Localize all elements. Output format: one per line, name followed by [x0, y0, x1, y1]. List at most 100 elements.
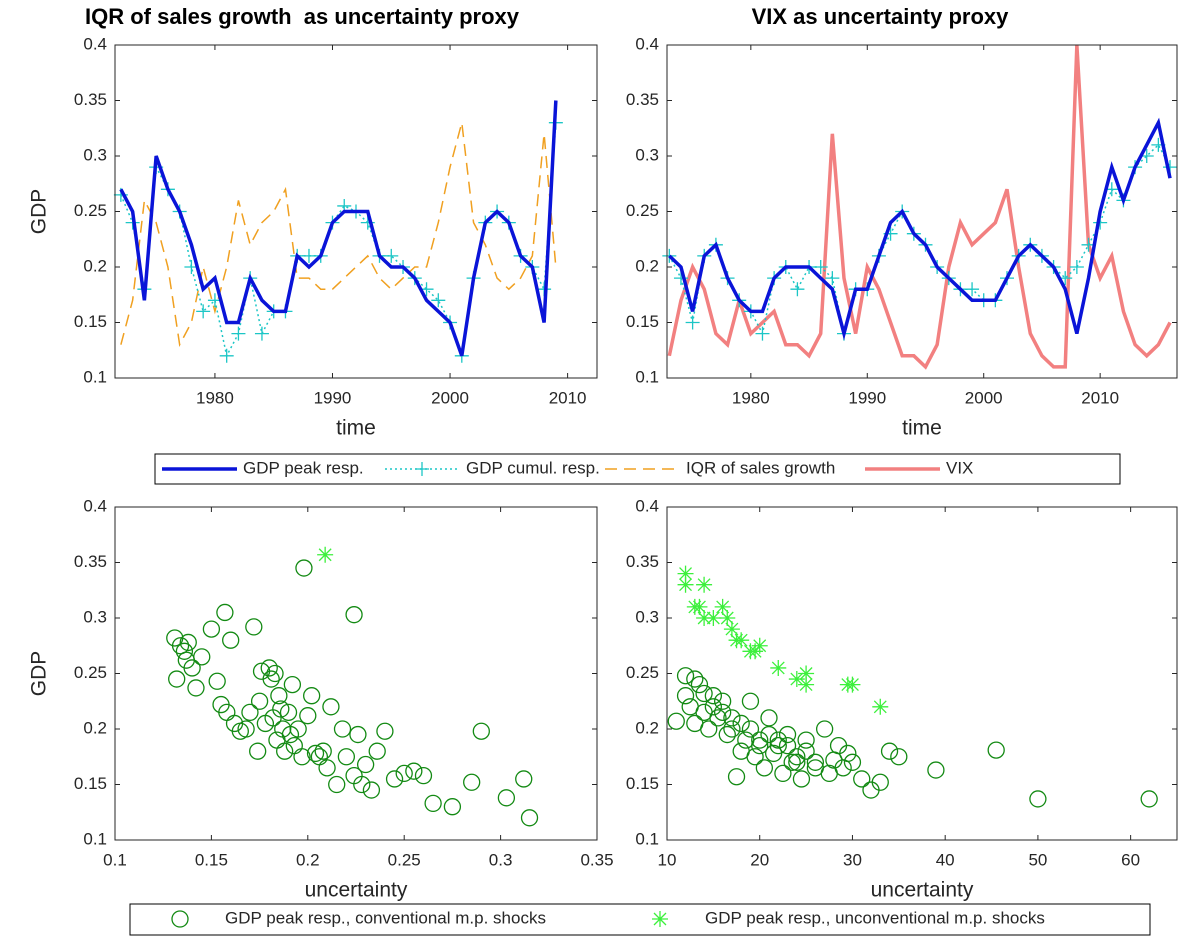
x-tick-label: 2000 [965, 388, 1003, 407]
y-tick-label: 0.15 [626, 774, 659, 793]
circle-marker [328, 775, 346, 794]
x-tick-label: 2000 [431, 388, 469, 407]
star-marker [844, 676, 861, 693]
y-tick-label: 0.1 [635, 367, 659, 386]
star-marker [719, 610, 736, 626]
plot-area [667, 507, 1177, 840]
y-tick-label: 0.2 [635, 256, 659, 275]
plus-marker [196, 304, 211, 319]
axes-frame [114, 44, 598, 379]
circle-marker [839, 744, 857, 763]
y-tick-label: 0.35 [626, 552, 659, 571]
y-tick-label: 0.25 [74, 201, 107, 220]
star-marker [788, 671, 805, 688]
x-axis-label: uncertainty [305, 879, 408, 902]
y-tick-label: 0.4 [635, 496, 659, 515]
plus-marker [813, 260, 828, 274]
circle-marker [276, 742, 294, 760]
circle-marker [183, 659, 201, 677]
circle-marker [497, 789, 516, 807]
circle-marker [751, 731, 769, 749]
star-marker [691, 598, 708, 615]
circle-marker [283, 675, 302, 694]
circle-marker [333, 720, 352, 738]
circle-marker [732, 714, 750, 733]
circle-marker [778, 725, 797, 744]
legend-label: GDP peak resp. [243, 458, 364, 477]
circle-marker [376, 722, 394, 740]
y-tick-label: 0.1 [635, 829, 659, 848]
x-tick-label: 0.2 [296, 850, 320, 869]
y-tick-label: 0.3 [83, 607, 107, 626]
circle-marker [362, 781, 381, 799]
x-tick-label: 2010 [1081, 388, 1119, 407]
circle-marker [1029, 790, 1047, 808]
data-line [668, 143, 1171, 336]
circle-marker [202, 620, 221, 638]
circle-marker [676, 687, 695, 705]
y-tick-label: 0.25 [626, 201, 659, 220]
circle-marker [788, 753, 806, 771]
data-line [120, 122, 557, 358]
circle-marker [723, 720, 741, 738]
circle-marker [686, 670, 704, 688]
circle-marker [783, 753, 801, 771]
y-tick-label: 0.3 [635, 145, 659, 164]
axes-frame [114, 506, 598, 841]
y-tick-label: 0.2 [83, 256, 107, 275]
circle-marker [806, 753, 825, 771]
circle-marker [345, 606, 363, 624]
circle-marker [853, 770, 871, 788]
circle-marker [237, 720, 255, 738]
y-tick-label: 0.35 [74, 552, 107, 571]
circle-marker [760, 709, 778, 727]
plus-marker [384, 248, 399, 263]
plus-marker [231, 326, 246, 341]
star-marker [770, 659, 787, 676]
circle-marker [266, 664, 284, 683]
circle-marker [208, 672, 226, 690]
star-marker [872, 698, 889, 715]
circle-marker [774, 764, 792, 783]
circle-marker [368, 742, 386, 760]
circle-marker [723, 709, 741, 727]
x-axis-label: time [336, 417, 376, 440]
circle-marker [249, 742, 267, 760]
circle-marker [727, 768, 746, 786]
circle-marker [250, 692, 269, 710]
circle-marker [704, 687, 723, 705]
x-axis-label: time [902, 417, 942, 440]
circle-marker [788, 748, 806, 766]
x-tick-label: 50 [1028, 850, 1047, 869]
y-tick-label: 0.3 [83, 145, 107, 164]
circle-marker [463, 773, 481, 791]
chart-title: IQR of sales growth as uncertainty proxy [85, 4, 520, 29]
circle-marker [414, 766, 433, 785]
circle-marker [337, 748, 356, 766]
plus-marker [415, 462, 429, 476]
circle-marker [385, 770, 404, 788]
star-marker [751, 637, 768, 654]
star-marker [798, 665, 815, 682]
plus-marker [685, 315, 700, 330]
x-tick-label: 0.3 [489, 850, 513, 869]
star-marker [317, 546, 334, 563]
x-tick-label: 30 [843, 850, 862, 869]
y-tick-label: 0.25 [74, 663, 107, 682]
star-marker [705, 610, 722, 626]
plus-marker [254, 326, 269, 341]
y-tick-label: 0.1 [83, 367, 107, 386]
plus-marker [219, 348, 234, 363]
circle-marker [667, 712, 685, 730]
plus-marker [301, 248, 316, 263]
circle-marker [704, 698, 723, 716]
star-marker [733, 632, 750, 649]
data-line [119, 100, 558, 357]
plus-marker [755, 326, 770, 341]
circle-marker [751, 737, 769, 755]
circle-marker [797, 731, 815, 749]
circle-marker [424, 794, 442, 813]
circle-marker [262, 670, 280, 688]
plus-marker [825, 271, 840, 286]
circle-marker [241, 703, 259, 721]
